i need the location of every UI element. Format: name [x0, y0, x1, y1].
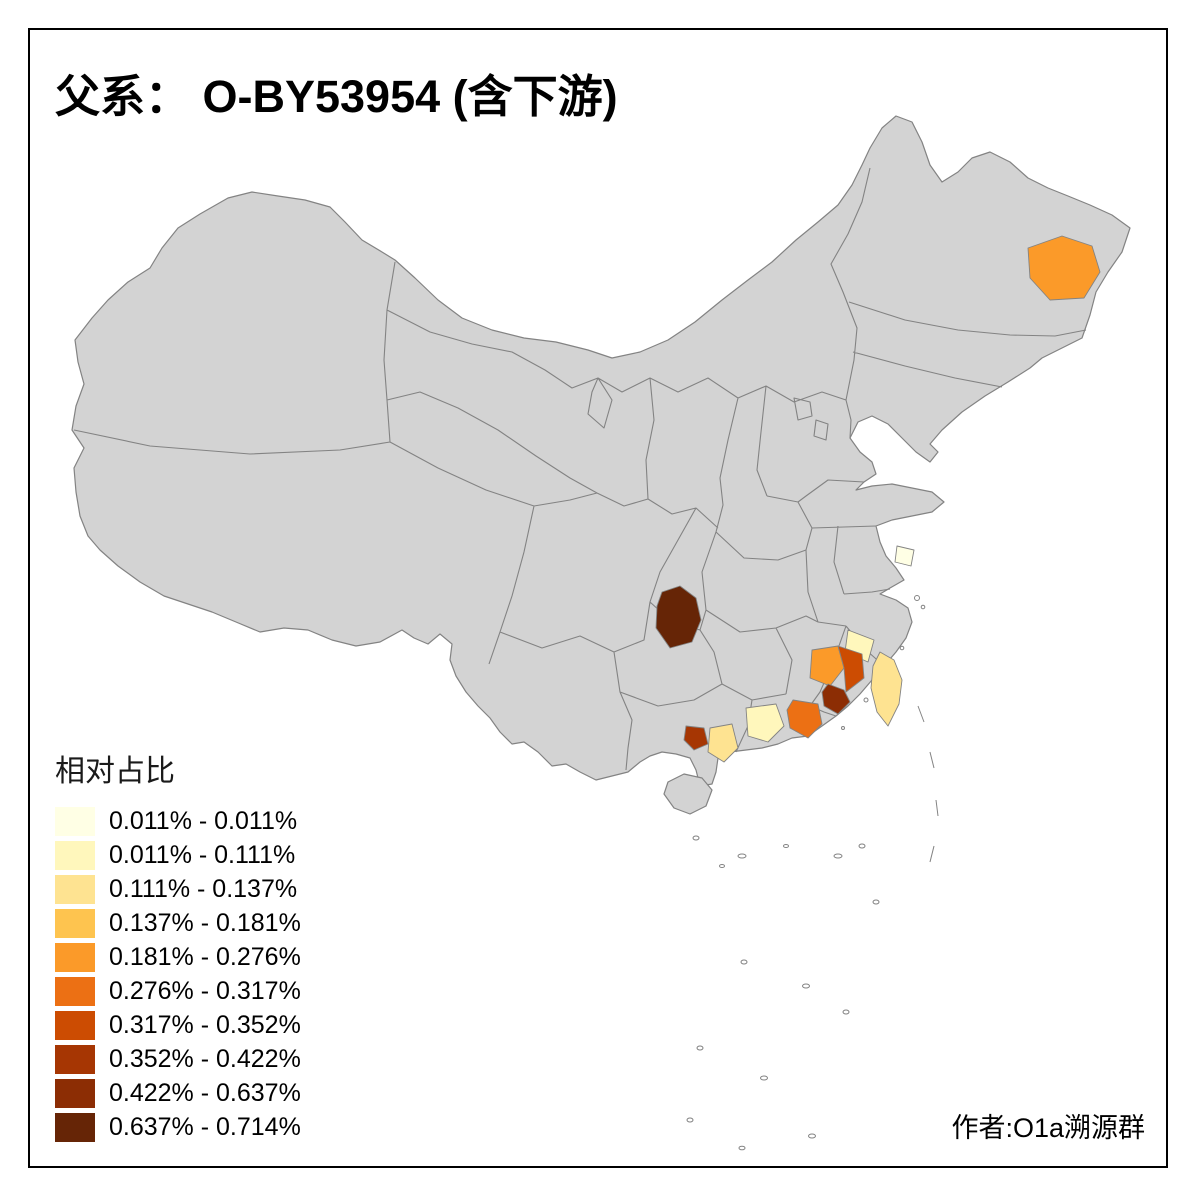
dash-line-mark	[917, 705, 925, 723]
taiwan-island	[870, 651, 903, 727]
legend-label: 0.011% - 0.111%	[109, 840, 296, 869]
legend-item: 0.317% - 0.352%	[55, 1008, 301, 1042]
dash-line-mark	[935, 799, 939, 817]
island-mark	[842, 1009, 850, 1015]
legend-item: 0.011% - 0.111%	[55, 838, 301, 872]
legend-swatch	[55, 1078, 95, 1108]
island-mark	[692, 835, 700, 841]
china-mainland-shape	[71, 115, 1131, 787]
map-title: 父系： O-BY53954 (含下游)	[55, 71, 618, 122]
legend-item: 0.137% - 0.181%	[55, 906, 301, 940]
island-mark	[920, 604, 926, 610]
legend-label: 0.111% - 0.137%	[109, 874, 298, 903]
legend-swatch	[55, 806, 95, 836]
island-mark	[760, 1075, 768, 1081]
island-mark	[863, 697, 869, 703]
legend-label: 0.637% - 0.714%	[109, 1112, 301, 1141]
province-borders	[73, 167, 1087, 771]
island-mark	[899, 645, 905, 651]
legend-swatch	[55, 874, 95, 904]
legend-swatch	[55, 1010, 95, 1040]
legend-swatch	[55, 1044, 95, 1074]
legend-label: 0.352% - 0.422%	[109, 1044, 301, 1073]
legend-label: 0.137% - 0.181%	[109, 908, 301, 937]
highlight-guangdong-pale-1	[745, 703, 785, 743]
legend-label: 0.317% - 0.352%	[109, 1010, 301, 1039]
highlight-shanghai-area	[894, 545, 915, 567]
island-mark	[802, 983, 810, 989]
island-mark	[914, 595, 920, 601]
legend-label: 0.011% - 0.011%	[109, 806, 298, 835]
legend-title: 相对占比	[55, 755, 175, 788]
legend-item: 0.637% - 0.714%	[55, 1110, 301, 1144]
legend-label: 0.422% - 0.637%	[109, 1078, 301, 1107]
island-mark	[696, 1045, 704, 1051]
legend-label: 0.276% - 0.317%	[109, 976, 301, 1005]
highlighted-regions	[655, 235, 1101, 763]
highlight-guangdong-orange	[786, 699, 823, 739]
island-mark	[872, 899, 880, 905]
highlight-fujian-orange	[809, 645, 845, 687]
legend-item: 0.011% - 0.011%	[55, 804, 301, 838]
island-mark	[737, 853, 747, 859]
legend-item: 0.422% - 0.637%	[55, 1076, 301, 1110]
island-mark	[686, 1117, 694, 1123]
highlight-northeast	[1027, 235, 1101, 301]
island-mark	[740, 959, 748, 965]
hainan-island	[663, 773, 713, 815]
dash-line-mark	[929, 751, 935, 769]
island-mark	[783, 844, 789, 848]
attribution-text: 作者:O1a溯源群	[951, 1113, 1145, 1143]
dash-line-mark	[929, 845, 935, 863]
island-mark	[738, 1145, 746, 1151]
island-mark	[858, 843, 866, 849]
legend-item: 0.181% - 0.276%	[55, 940, 301, 974]
highlight-fujian-red	[837, 645, 865, 693]
legend-swatch	[55, 908, 95, 938]
highlight-fujian-dark	[821, 683, 851, 715]
legend-label: 0.181% - 0.276%	[109, 942, 301, 971]
legend-item: 0.276% - 0.317%	[55, 974, 301, 1008]
legend-item: 0.352% - 0.422%	[55, 1042, 301, 1076]
legend-swatch	[55, 1112, 95, 1142]
island-mark	[808, 1133, 816, 1139]
legend: 相对占比 0.011% - 0.011% 0.011% - 0.111% 0.1…	[55, 746, 301, 1144]
legend-swatch	[55, 942, 95, 972]
highlight-guangxi-coast	[683, 725, 709, 751]
highlight-darkest-region	[655, 585, 702, 649]
south-china-sea-islands	[686, 705, 939, 1151]
coastal-islands	[841, 595, 926, 730]
highlight-guangdong-pale-2	[707, 723, 739, 763]
island-mark	[841, 726, 845, 730]
legend-swatch	[55, 840, 95, 870]
island-mark	[719, 864, 725, 868]
legend-swatch	[55, 976, 95, 1006]
island-mark	[833, 853, 843, 859]
legend-item: 0.111% - 0.137%	[55, 872, 301, 906]
